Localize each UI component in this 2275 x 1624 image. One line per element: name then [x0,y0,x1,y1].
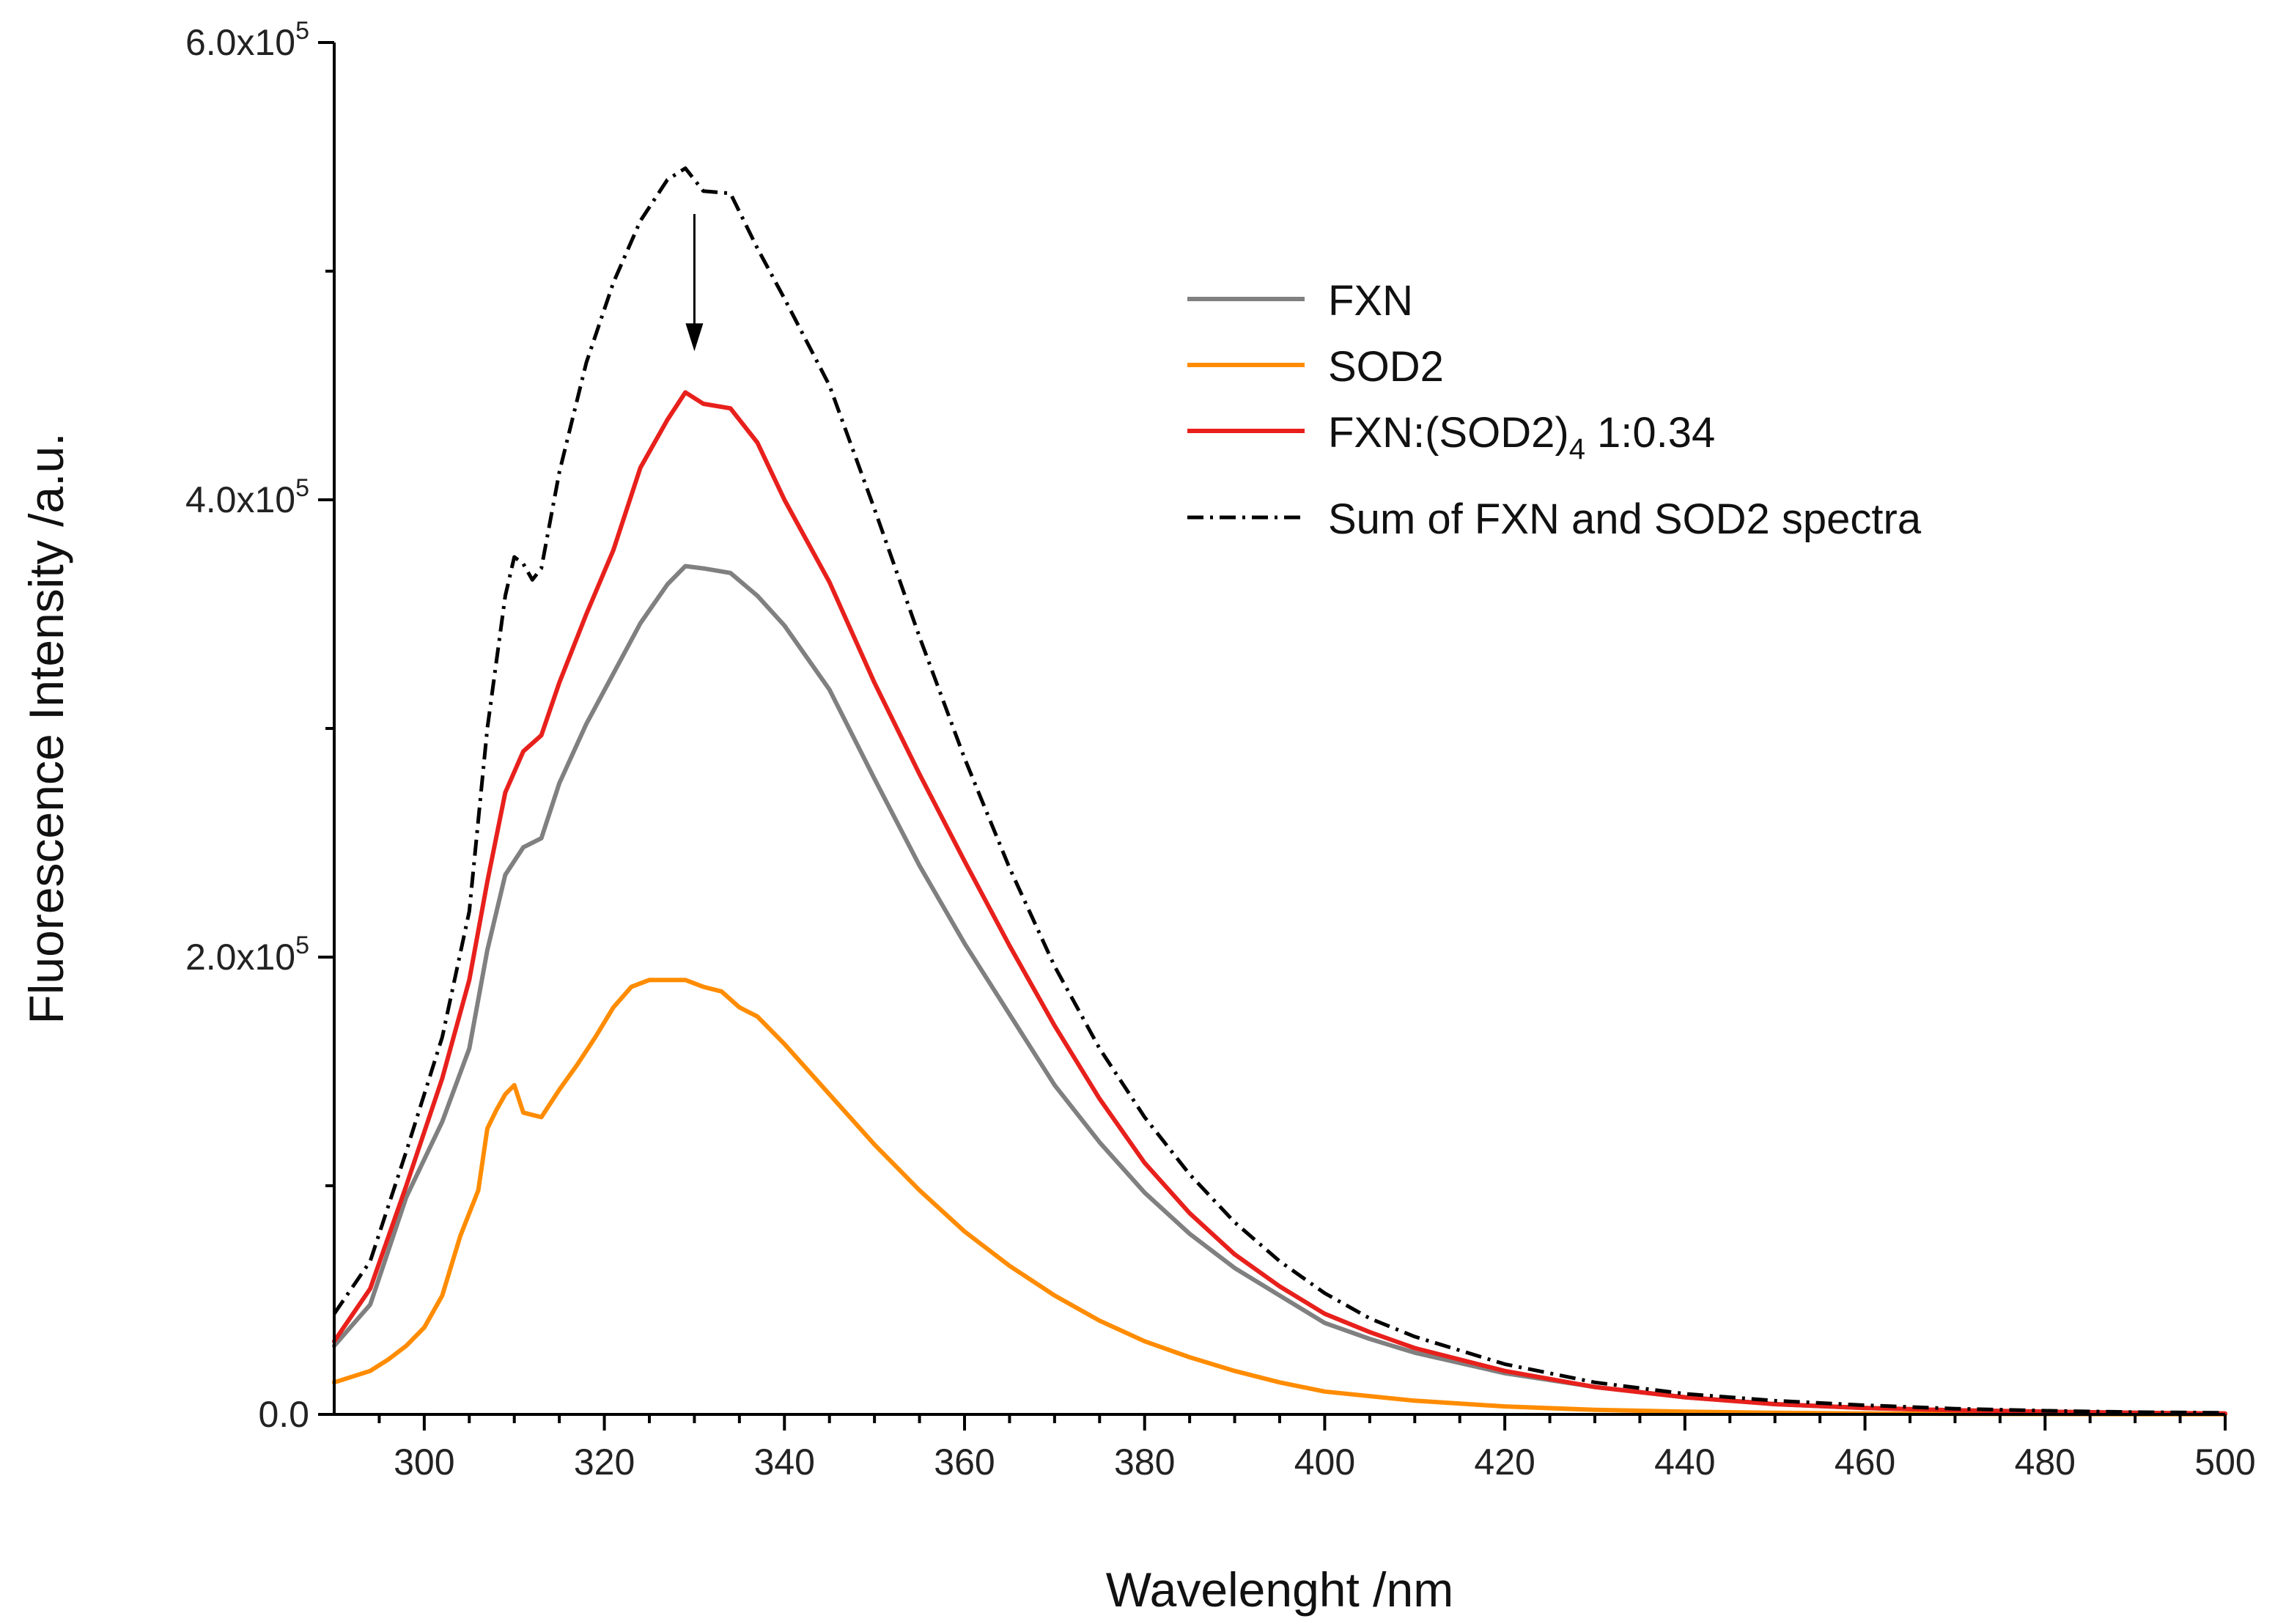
y-tick-label: 4.0x105 [185,474,309,520]
x-tick-label: 420 [1474,1442,1535,1483]
series-line-complex [332,390,2227,1416]
ticks-layer: 300 320 340 360 380 400 420 440 460 480 500 0.0 2.0x… [185,17,2256,1483]
x-tick-label: 500 [2194,1442,2255,1483]
x-tick-label: 480 [2015,1442,2076,1483]
y-tick-mantissa: 6.0x10 [185,22,295,63]
series-line-sod2 [332,978,2227,1417]
y-tick-exponent: 5 [295,17,309,45]
legend: FXN SOD2 FXN:(SOD2)4 1:0.34 Sum of FXN a… [1187,277,1922,543]
y-tick-exponent: 5 [295,931,309,959]
y-axis-title: Fluorescence Intensity /a.u. [19,432,73,1024]
x-tick-label: 320 [574,1442,635,1483]
arrow-head [685,323,704,352]
y-tick-label: 0.0 [258,1394,309,1435]
x-tick-label: 360 [934,1442,995,1483]
annotation-layer [685,214,704,352]
y-tick-label: 6.0x105 [185,17,309,63]
y-tick-mantissa: 2.0x10 [185,937,295,978]
x-tick-label: 300 [394,1442,454,1483]
legend-label-complex: FXN:(SOD2)4 1:0.34 [1328,409,1715,465]
legend-label-complex-ratio: 1:0.34 [1585,409,1715,457]
y-tick-label: 2.0x105 [185,931,309,978]
axes-layer [333,43,2225,1416]
legend-label-sum: Sum of FXN and SOD2 spectra [1328,495,1922,543]
y-tick-mantissa: 0.0 [258,1394,309,1435]
x-tick-label: 440 [1654,1442,1715,1483]
x-tick-label: 400 [1294,1442,1355,1483]
legend-label-sod2: SOD2 [1328,343,1444,391]
series-layer [332,166,2227,1417]
x-axis-title: Wavelenght /nm [1106,1562,1453,1617]
x-tick-label: 340 [754,1442,815,1483]
legend-label-fxn: FXN [1328,277,1413,325]
legend-label-complex-subscript: 4 [1569,433,1585,465]
y-tick-mantissa: 4.0x10 [185,479,295,520]
x-tick-label: 460 [1835,1442,1895,1483]
y-tick-exponent: 5 [295,474,309,502]
legend-label-complex-main: FXN:(SOD2) [1328,409,1569,457]
x-tick-label: 380 [1114,1442,1175,1483]
series-line-sum [332,166,2226,1415]
